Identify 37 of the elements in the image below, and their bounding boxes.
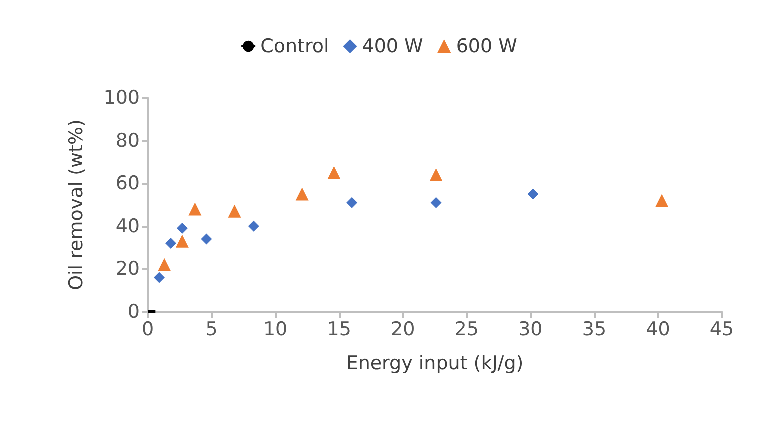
point	[228, 204, 242, 218]
y-tick-label: 0	[128, 301, 140, 323]
point	[328, 166, 341, 180]
point	[176, 223, 188, 234]
point	[248, 220, 260, 232]
x-axis-title: Energy input (kJ/g)	[346, 352, 524, 374]
y-tick-label: 20	[116, 258, 140, 280]
point	[656, 194, 669, 208]
legend-label: 400 W	[362, 36, 424, 58]
x-tick-label: 35	[582, 318, 607, 340]
point	[176, 234, 189, 248]
point	[430, 168, 443, 182]
point	[528, 188, 539, 200]
x-tick-label: 40	[646, 318, 670, 340]
y-tick-label: 80	[116, 130, 140, 152]
point	[201, 234, 212, 245]
point	[154, 272, 165, 284]
legend-label: Control	[260, 36, 330, 58]
legend-label: 600 W	[456, 36, 518, 58]
x-tick-label: 0	[142, 318, 154, 340]
x-tick-label: 30	[518, 318, 543, 340]
x-tick-label: 5	[206, 318, 218, 340]
point	[430, 197, 442, 208]
point	[165, 238, 176, 250]
point	[158, 258, 172, 272]
x-tick-label: 15	[327, 318, 352, 340]
x-tick-label: 25	[454, 318, 479, 340]
x-tick-label: 45	[710, 318, 734, 340]
point	[346, 197, 358, 208]
y-axis-title: Oil removal (wt%)	[66, 120, 88, 290]
point	[296, 188, 309, 201]
y-tick-label: 60	[116, 172, 140, 195]
x-tick-label: 20	[391, 318, 416, 340]
point	[188, 202, 202, 216]
x-tick-label: 10	[263, 318, 288, 340]
y-tick-label: 40	[116, 215, 140, 238]
y-tick-label: 100	[104, 87, 140, 109]
